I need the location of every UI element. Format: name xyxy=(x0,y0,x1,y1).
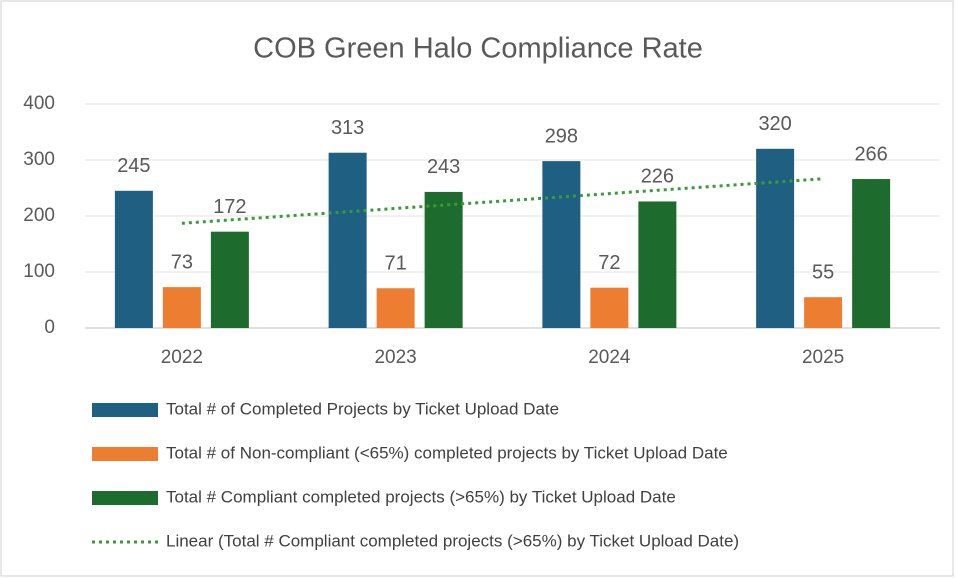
bar xyxy=(852,179,891,328)
bar xyxy=(804,297,843,328)
data-label: 73 xyxy=(171,251,193,273)
chart-title: COB Green Halo Compliance Rate xyxy=(253,33,703,65)
bar xyxy=(376,288,415,328)
data-label: 71 xyxy=(385,253,407,275)
legend-label: Linear (Total # Compliant completed proj… xyxy=(166,531,739,550)
y-tick-label: 200 xyxy=(23,205,55,226)
legend-label: Total # Compliant completed projects (>6… xyxy=(166,487,676,506)
bar xyxy=(756,148,795,328)
y-tick-label: 300 xyxy=(23,149,55,170)
bar xyxy=(210,231,249,328)
data-label: 226 xyxy=(641,166,674,188)
bar xyxy=(114,190,153,328)
y-tick-label: 100 xyxy=(23,261,55,282)
x-tick-label: 2025 xyxy=(802,347,844,368)
data-label: 243 xyxy=(427,156,460,178)
y-tick-label: 0 xyxy=(44,317,55,338)
bar xyxy=(328,152,367,328)
y-tick-label: 400 xyxy=(23,93,55,114)
legend-label: Total # of Completed Projects by Ticket … xyxy=(166,399,559,418)
bar xyxy=(638,201,677,328)
data-label: 266 xyxy=(854,143,887,165)
data-label: 172 xyxy=(213,196,246,218)
data-label: 320 xyxy=(758,113,791,135)
x-tick-label: 2023 xyxy=(374,347,416,368)
data-label: 245 xyxy=(117,155,150,177)
legend-swatch xyxy=(92,491,158,505)
data-label: 55 xyxy=(812,261,834,283)
data-label: 313 xyxy=(331,117,364,139)
trendline xyxy=(181,177,824,225)
legend-swatch xyxy=(92,447,158,461)
legend-label: Total # of Non-compliant (<65%) complete… xyxy=(166,443,728,462)
data-label: 72 xyxy=(598,252,620,274)
bar xyxy=(424,191,463,328)
legend-swatch xyxy=(92,403,158,417)
x-tick-label: 2022 xyxy=(161,347,203,368)
x-tick-label: 2024 xyxy=(588,347,631,368)
bar xyxy=(590,287,629,328)
bar xyxy=(162,287,201,328)
bar xyxy=(542,161,581,328)
data-label: 298 xyxy=(545,125,578,147)
